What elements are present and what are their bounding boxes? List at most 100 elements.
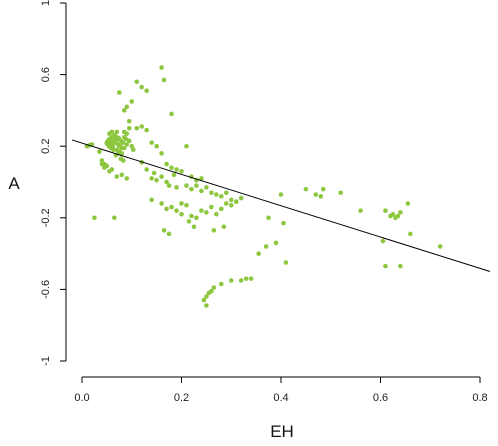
data-point: [380, 238, 386, 244]
x-tick-label: 0.2: [174, 392, 189, 404]
data-point: [164, 161, 169, 167]
data-point: [111, 147, 116, 153]
data-point: [107, 136, 112, 142]
data-point: [281, 220, 286, 226]
data-point: [184, 202, 189, 208]
data-point: [189, 213, 194, 219]
data-point: [117, 90, 122, 95]
x-axis-title: EH: [270, 422, 294, 441]
data-point: [204, 294, 209, 299]
data-point: [159, 201, 164, 206]
data-point: [219, 206, 224, 212]
data-point: [159, 65, 164, 70]
data-point: [112, 138, 117, 144]
data-point: [383, 263, 388, 269]
data-point: [124, 104, 130, 110]
data-points: [84, 65, 443, 308]
data-point: [283, 260, 289, 265]
data-point: [121, 129, 127, 135]
data-point: [383, 208, 388, 213]
data-point: [263, 244, 269, 249]
data-point: [209, 190, 214, 196]
data-point: [119, 140, 125, 145]
y-axis-ticks: -1 -0.6 -0.2 0.2 0.6 1: [40, 0, 66, 366]
data-point: [149, 197, 154, 203]
data-point: [169, 204, 174, 210]
data-point: [169, 111, 174, 117]
data-point: [154, 143, 159, 149]
data-point: [405, 201, 411, 206]
plot-area: [65, 3, 480, 378]
data-point: [161, 228, 167, 233]
data-point: [228, 278, 234, 283]
data-point: [228, 197, 234, 203]
data-point: [273, 240, 279, 246]
data-point: [219, 194, 224, 199]
data-point: [186, 219, 192, 224]
data-point: [104, 163, 110, 169]
data-point: [437, 244, 443, 249]
y-axis-title: A: [8, 174, 20, 193]
data-point: [184, 143, 189, 149]
data-point: [130, 147, 136, 153]
data-point: [161, 77, 167, 83]
data-point: [238, 195, 244, 201]
data-point: [112, 215, 117, 221]
data-point: [120, 158, 126, 163]
data-point: [201, 297, 207, 303]
data-point: [129, 99, 135, 104]
data-point: [223, 190, 229, 196]
data-point: [398, 210, 403, 215]
data-point: [129, 143, 135, 149]
data-point: [211, 285, 217, 290]
data-point: [159, 174, 164, 179]
data-point: [92, 215, 97, 221]
data-point: [214, 192, 219, 197]
data-point: [164, 179, 169, 185]
data-point: [144, 88, 149, 94]
data-point: [114, 129, 120, 135]
data-point: [390, 211, 396, 217]
data-point: [358, 208, 363, 213]
data-point: [144, 127, 149, 133]
data-point: [174, 167, 179, 172]
data-point: [123, 136, 129, 142]
data-point: [199, 176, 204, 181]
data-point: [121, 108, 127, 113]
x-axis-ticks: 0.0 0.2 0.4 0.6 0.8: [74, 377, 488, 404]
y-tick-label: -0.2: [40, 208, 52, 227]
data-point: [124, 176, 130, 181]
data-point: [126, 126, 132, 131]
data-point: [124, 142, 130, 147]
data-point: [139, 84, 144, 90]
data-point: [199, 208, 204, 213]
data-point: [121, 145, 127, 151]
data-point: [204, 303, 209, 308]
data-point: [134, 79, 140, 85]
data-point: [166, 231, 172, 237]
y-tick-label: 1: [40, 0, 52, 6]
data-point: [214, 211, 219, 217]
data-point: [154, 177, 159, 183]
data-point: [191, 224, 197, 230]
data-point: [278, 192, 284, 197]
data-point: [199, 188, 204, 194]
data-point: [338, 190, 344, 196]
data-point: [221, 224, 227, 230]
data-point: [97, 149, 102, 154]
data-point: [189, 186, 194, 192]
data-point: [139, 124, 144, 129]
data-point: [194, 215, 199, 221]
data-point: [151, 170, 157, 176]
data-point: [266, 215, 271, 221]
data-point: [238, 278, 244, 283]
data-point: [149, 176, 154, 181]
data-point: [204, 210, 209, 215]
data-point: [117, 143, 122, 149]
data-point: [204, 185, 209, 190]
data-point: [174, 208, 179, 213]
data-point: [104, 140, 110, 145]
data-point: [149, 140, 154, 145]
x-tick-label: 0.4: [273, 392, 288, 404]
